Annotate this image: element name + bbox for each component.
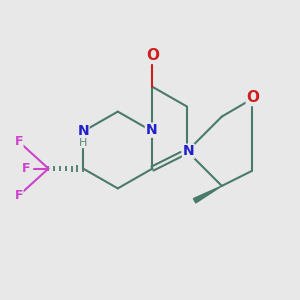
Text: H: H [79,138,87,148]
Text: N: N [146,123,157,137]
Text: F: F [14,189,23,202]
Text: O: O [146,48,159,63]
Text: N: N [77,124,89,138]
Text: F: F [22,162,30,175]
Text: F: F [14,135,23,148]
Text: O: O [246,91,259,106]
Polygon shape [194,186,222,203]
Text: N: N [183,144,194,158]
